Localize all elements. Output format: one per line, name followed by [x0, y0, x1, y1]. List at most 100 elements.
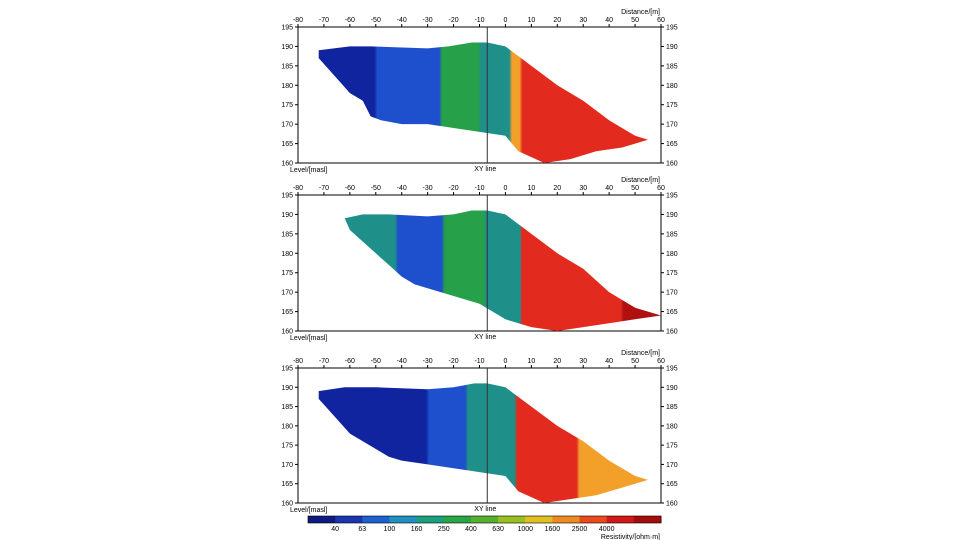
colorbar-tick-label: 400 — [465, 526, 477, 533]
y-tick-label-right: 190 — [666, 44, 678, 51]
y-tick-label-left: 180 — [281, 423, 293, 430]
x-tick-label: 20 — [553, 358, 561, 365]
y-tick-label-right: 195 — [666, 25, 678, 32]
colorbar-swatch — [525, 516, 553, 523]
y-tick-label-right: 165 — [666, 141, 678, 148]
panel-2: XY line -80 -70 -60 -50 -40 -30 -20 -10 0 10 20 30 40… — [281, 177, 677, 342]
colorbar-swatch — [335, 516, 363, 523]
y-tick-label-left: 175 — [281, 443, 293, 450]
colorbar-tick-label: 250 — [438, 526, 450, 533]
y-tick-label-left: 170 — [281, 290, 293, 297]
x-tick-label: -70 — [319, 358, 329, 365]
x-tick-label: 0 — [503, 185, 507, 192]
y-tick-label-right: 165 — [666, 481, 678, 488]
y-tick-label-left: 160 — [281, 161, 293, 168]
y-tick-label-left: 170 — [281, 462, 293, 469]
x-tick-label: -60 — [345, 185, 355, 192]
resistivity-section — [318, 383, 648, 503]
x-axis-label: Distance/[m] — [621, 177, 660, 184]
y-tick-label-left: 190 — [281, 385, 293, 392]
colorbar-tick-label: 1600 — [545, 526, 561, 533]
x-tick-label: 30 — [579, 185, 587, 192]
y-tick-label-right: 170 — [666, 462, 678, 469]
x-tick-label: -20 — [449, 17, 459, 24]
x-tick-label: -50 — [371, 358, 381, 365]
y-tick-label-left: 190 — [281, 212, 293, 219]
colorbar-swatch — [633, 516, 662, 523]
colorbar-swatch — [606, 516, 635, 523]
x-tick-label: -10 — [474, 17, 484, 24]
colorbar-tick-label: 100 — [384, 526, 396, 533]
x-tick-label: -70 — [319, 17, 329, 24]
x-tick-label: -50 — [371, 17, 381, 24]
resistivity-section — [344, 210, 661, 331]
x-tick-label: 40 — [605, 185, 613, 192]
x-tick-label: 10 — [527, 358, 535, 365]
resistivity-section — [318, 42, 648, 163]
x-axis-label: Distance/[m] — [621, 9, 660, 16]
y-tick-label-left: 195 — [281, 25, 293, 32]
x-tick-label: -40 — [397, 17, 407, 24]
colorbar-swatch — [389, 516, 418, 523]
colorbar-swatch — [416, 516, 445, 523]
x-axis-label: Distance/[m] — [621, 350, 660, 357]
y-tick-label-left: 165 — [281, 481, 293, 488]
y-tick-label-left: 170 — [281, 122, 293, 129]
y-tick-label-left: 160 — [281, 329, 293, 336]
x-tick-label: 50 — [631, 185, 639, 192]
y-tick-label-right: 165 — [666, 309, 678, 316]
y-tick-label-right: 185 — [666, 404, 678, 411]
x-tick-label: -50 — [371, 185, 381, 192]
y-tick-label-right: 160 — [666, 501, 678, 508]
x-tick-label: -10 — [474, 185, 484, 192]
y-tick-label-right: 160 — [666, 329, 678, 336]
y-tick-label-left: 180 — [281, 83, 293, 90]
colorbar-tick-label: 63 — [358, 526, 366, 533]
y-tick-label-right: 185 — [666, 231, 678, 238]
y-tick-label-right: 185 — [666, 63, 678, 70]
y-tick-label-right: 175 — [666, 443, 678, 450]
colorbar-swatch — [308, 516, 336, 523]
colorbar-label: Resistivity/[ohm·m] — [601, 534, 660, 540]
x-tick-label: -60 — [345, 17, 355, 24]
x-tick-label: 10 — [527, 17, 535, 24]
x-tick-label: -40 — [397, 358, 407, 365]
x-tick-label: 30 — [579, 358, 587, 365]
y-tick-label-left: 195 — [281, 193, 293, 200]
y-tick-label-right: 170 — [666, 290, 678, 297]
colorbar-tick-label: 160 — [411, 526, 423, 533]
y-tick-label-right: 190 — [666, 212, 678, 219]
colorbar-swatch — [498, 516, 526, 523]
y-tick-label-left: 185 — [281, 63, 293, 70]
x-tick-label: -80 — [293, 17, 303, 24]
x-tick-label: 10 — [527, 185, 535, 192]
x-tick-label: -10 — [474, 358, 484, 365]
colorbar: 40 63 100 160 250 400 630 1000 1600 2500 4000Resis… — [307, 515, 662, 540]
colorbar-tick-label: 2500 — [572, 526, 588, 533]
y-tick-label-left: 185 — [281, 231, 293, 238]
y-axis-label: Level/[masl] — [290, 167, 327, 174]
colorbar-tick-label: 1000 — [517, 526, 533, 533]
x-tick-label: 20 — [553, 185, 561, 192]
x-tick-label: 60 — [657, 185, 665, 192]
y-tick-label-left: 165 — [281, 309, 293, 316]
xy-line-label: XY line — [474, 334, 496, 341]
x-tick-label: 20 — [553, 17, 561, 24]
x-tick-label: 0 — [503, 17, 507, 24]
xy-line-label: XY line — [474, 506, 496, 513]
y-tick-label-left: 180 — [281, 251, 293, 258]
colorbar-swatch — [552, 516, 581, 523]
y-tick-label-right: 195 — [666, 193, 678, 200]
colorbar-tick-label: 40 — [331, 526, 339, 533]
y-tick-label-right: 160 — [666, 161, 678, 168]
x-tick-label: -20 — [449, 185, 459, 192]
x-tick-label: 50 — [631, 358, 639, 365]
x-tick-label: -20 — [449, 358, 459, 365]
y-tick-label-right: 175 — [666, 102, 678, 109]
y-tick-label-left: 175 — [281, 270, 293, 277]
y-tick-label-left: 195 — [281, 366, 293, 373]
x-tick-label: -40 — [397, 185, 407, 192]
colorbar-swatch — [362, 516, 390, 523]
y-axis-label: Level/[masl] — [290, 335, 327, 342]
